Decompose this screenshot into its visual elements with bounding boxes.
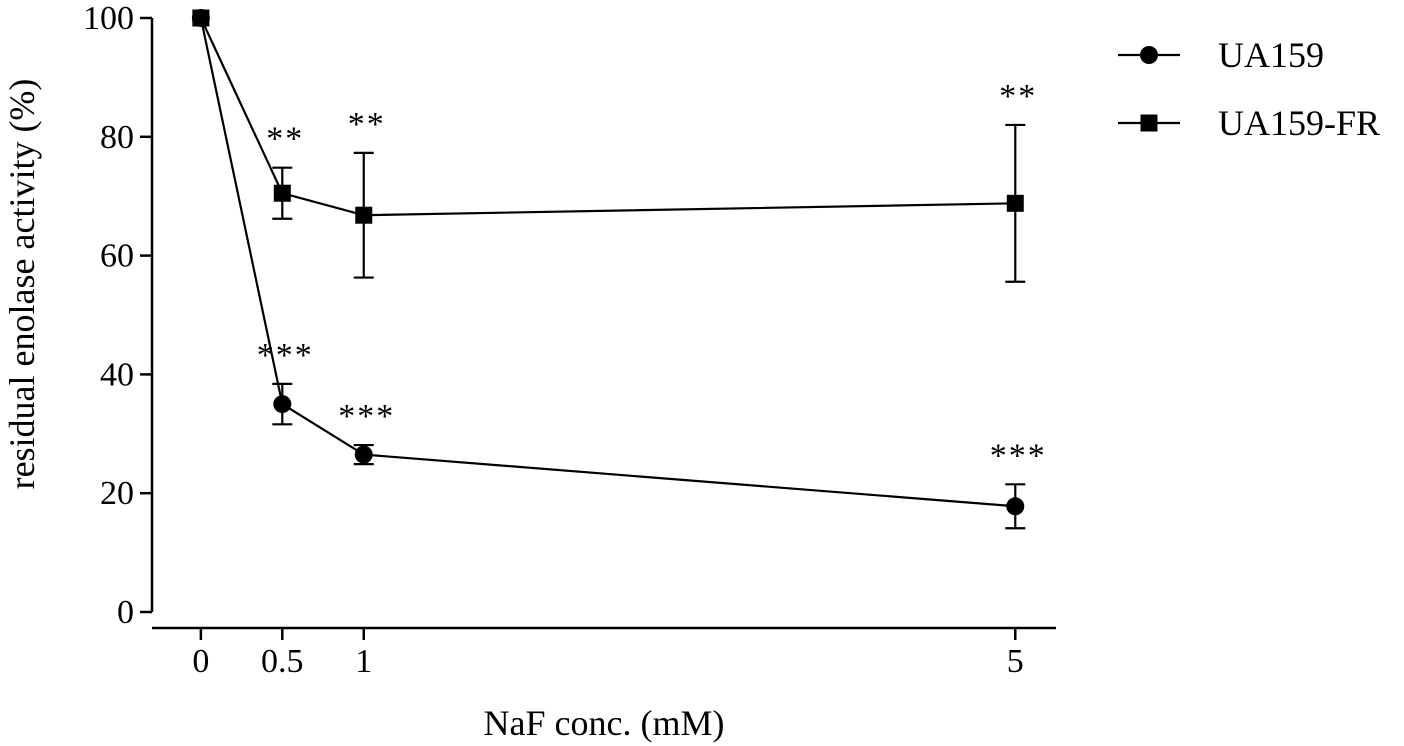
data-point-square xyxy=(192,9,210,27)
significance-label: *** xyxy=(338,398,395,435)
y-axis-title: residual enolase activity (%) xyxy=(2,79,42,490)
data-point-square xyxy=(355,206,373,224)
significance-label: *** xyxy=(257,337,314,374)
series-line xyxy=(199,17,1016,217)
series-layer xyxy=(191,9,1026,530)
axes: 0 20 40 60 80 100 0 0.5 1 5 xyxy=(83,0,1056,680)
significance-label: *** xyxy=(990,437,1047,474)
annotations: *********** **** xyxy=(257,78,1047,474)
series-ua159 xyxy=(191,9,1026,530)
x-tick-label: 0 xyxy=(192,643,209,680)
legend: UA159 UA159-FR xyxy=(1118,35,1380,143)
y-tick-label: 60 xyxy=(100,238,134,275)
series-ua159-fr xyxy=(192,9,1026,283)
x-tick-label: 5 xyxy=(1007,643,1024,680)
data-point-square xyxy=(273,184,291,202)
significance-label: ** xyxy=(999,78,1037,115)
x-tick-label: 0.5 xyxy=(261,643,304,680)
legend-label: UA159 xyxy=(1218,35,1324,75)
data-point-square xyxy=(1006,194,1024,212)
series-line xyxy=(199,17,1016,508)
y-tick-label: 40 xyxy=(100,356,134,393)
legend-marker-circle xyxy=(1140,46,1158,64)
significance-label: ** xyxy=(266,121,304,158)
y-tick-label: 100 xyxy=(83,0,134,37)
x-tick-label: 1 xyxy=(355,643,372,680)
data-point-circle xyxy=(1006,497,1025,516)
x-axis-title: NaF conc. (mM) xyxy=(484,703,725,743)
legend-label: UA159-FR xyxy=(1218,103,1380,143)
y-tick-label: 20 xyxy=(100,475,134,512)
data-point-circle xyxy=(354,445,373,464)
legend-item: UA159 xyxy=(1118,35,1324,75)
significance-label: ** xyxy=(348,106,386,143)
y-tick-label: 0 xyxy=(117,594,134,631)
data-point-circle xyxy=(273,395,292,414)
legend-item: UA159-FR xyxy=(1118,103,1380,143)
y-tick-label: 80 xyxy=(100,119,134,156)
legend-marker-square xyxy=(1140,114,1158,132)
